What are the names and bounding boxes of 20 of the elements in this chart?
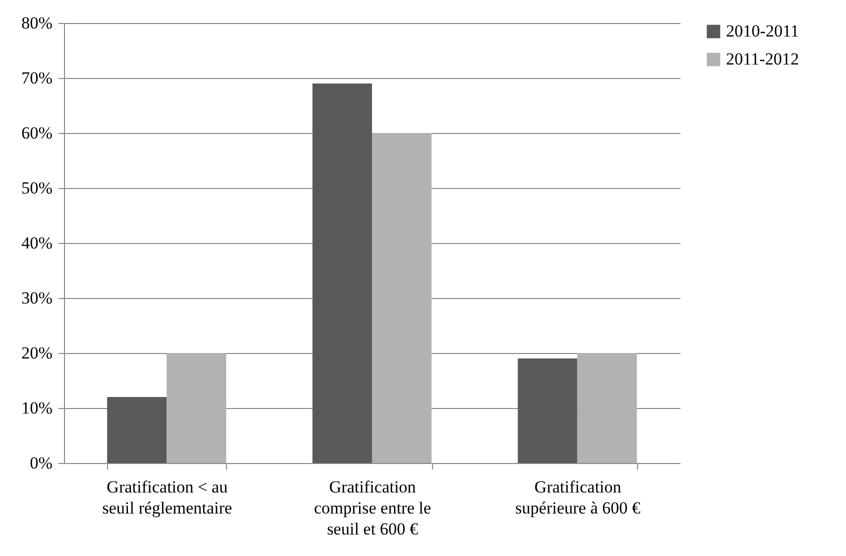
y-tick-label: 30% — [21, 288, 52, 308]
x-tick-label: Gratification < au seuil réglementaire — [102, 478, 232, 518]
bar — [107, 397, 167, 463]
y-tick-label: 70% — [21, 68, 52, 88]
y-tick-label: 50% — [21, 178, 52, 198]
legend-label: 2011-2012 — [726, 50, 800, 68]
y-tick-label: 0% — [30, 454, 52, 472]
x-tick-label: Gratification supérieure à 600 € — [515, 478, 641, 518]
legend-label: 2010-2011 — [726, 22, 800, 40]
bar — [312, 84, 372, 463]
bar — [577, 353, 637, 463]
bar — [166, 353, 226, 463]
x-tick-label: Gratification comprise entre le seuil et 600 € — [314, 478, 432, 538]
y-tick-label: 10% — [21, 398, 52, 418]
y-tick-label: 20% — [21, 344, 52, 362]
y-tick-label: 40% — [21, 234, 52, 252]
y-tick-label: 80% — [21, 14, 52, 32]
bar — [372, 133, 432, 463]
y-tick-label: 60% — [21, 124, 52, 142]
bar — [518, 358, 578, 463]
